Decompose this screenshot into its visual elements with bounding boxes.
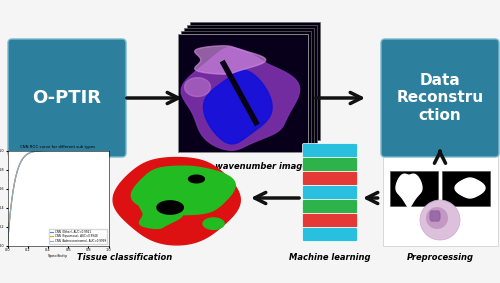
CNN (Other), AUC=0.9921 (44, 149, 50, 152)
Polygon shape (195, 46, 266, 74)
CNN (Adenocarcinoma), AUC=0.9999 (106, 149, 112, 152)
X-axis label: Specificity: Specificity (48, 254, 68, 258)
Polygon shape (188, 175, 204, 183)
Polygon shape (157, 201, 184, 214)
CNN (Adenocarcinoma), AUC=0.9999 (8, 202, 14, 205)
CNN (Other), AUC=0.9921 (8, 202, 14, 205)
Polygon shape (203, 218, 224, 229)
Polygon shape (132, 166, 235, 215)
CNN (Other), AUC=0.9921 (6, 230, 12, 233)
Line: CNN (Squamous), AUC=0.9948: CNN (Squamous), AUC=0.9948 (8, 151, 108, 245)
Text: Data
Reconstru
ction: Data Reconstru ction (396, 73, 484, 123)
FancyBboxPatch shape (302, 171, 358, 185)
CNN (Adenocarcinoma), AUC=0.9999 (4, 244, 10, 247)
CNN (Squamous), AUC=0.9948 (44, 149, 50, 152)
FancyBboxPatch shape (381, 39, 499, 157)
Legend: CNN (Other), AUC=0.9921, CNN (Squamous), AUC=0.9948, CNN (Adenocarcinoma), AUC=0: CNN (Other), AUC=0.9921, CNN (Squamous),… (49, 229, 107, 244)
Bar (442, 170, 490, 205)
CNN (Squamous), AUC=0.9948 (10, 186, 16, 190)
CNN (Squamous), AUC=0.9948 (5, 239, 11, 242)
Text: O-PTIR: O-PTIR (32, 89, 102, 107)
CNN (Squamous), AUC=0.9948 (6, 230, 12, 233)
CNN (Other), AUC=0.9921 (4, 244, 10, 247)
Polygon shape (184, 78, 210, 97)
Line: CNN (Adenocarcinoma), AUC=0.9999: CNN (Adenocarcinoma), AUC=0.9999 (8, 151, 108, 245)
FancyBboxPatch shape (302, 185, 358, 200)
CNN (Squamous), AUC=0.9948 (5, 237, 11, 241)
FancyBboxPatch shape (302, 200, 358, 213)
Line: CNN (Other), AUC=0.9921: CNN (Other), AUC=0.9921 (8, 151, 108, 245)
Bar (382, 151, 498, 245)
Polygon shape (140, 200, 182, 228)
Polygon shape (181, 48, 300, 150)
Polygon shape (430, 211, 440, 221)
CNN (Adenocarcinoma), AUC=0.9999 (6, 230, 12, 233)
Text: Preprocessing: Preprocessing (406, 254, 474, 263)
Polygon shape (396, 174, 422, 207)
CNN (Adenocarcinoma), AUC=0.9999 (10, 186, 16, 190)
FancyBboxPatch shape (302, 213, 358, 228)
Title: CNN ROC curve for different sub types: CNN ROC curve for different sub types (20, 145, 96, 149)
Text: Discrete wavenumber images: Discrete wavenumber images (173, 162, 313, 171)
Text: Data collection: Data collection (32, 163, 102, 172)
FancyBboxPatch shape (302, 143, 358, 158)
Bar (190, 22, 320, 140)
Text: Machine learning: Machine learning (289, 254, 371, 263)
Bar (181, 31, 311, 149)
FancyBboxPatch shape (8, 39, 126, 157)
Polygon shape (204, 70, 272, 144)
CNN (Squamous), AUC=0.9948 (8, 202, 14, 205)
Bar (390, 170, 438, 205)
Polygon shape (113, 158, 240, 245)
CNN (Other), AUC=0.9921 (106, 149, 112, 152)
FancyBboxPatch shape (302, 228, 358, 241)
Bar (187, 25, 317, 143)
CNN (Squamous), AUC=0.9948 (4, 244, 10, 247)
CNN (Other), AUC=0.9921 (5, 237, 11, 241)
CNN (Adenocarcinoma), AUC=0.9999 (5, 239, 11, 242)
Circle shape (420, 200, 460, 240)
Bar (184, 28, 314, 146)
Polygon shape (455, 178, 485, 198)
CNN (Adenocarcinoma), AUC=0.9999 (5, 237, 11, 241)
CNN (Adenocarcinoma), AUC=0.9999 (44, 149, 50, 152)
Text: Tissue classification: Tissue classification (78, 254, 172, 263)
Bar (178, 34, 308, 152)
CNN (Other), AUC=0.9921 (5, 239, 11, 242)
CNN (Other), AUC=0.9921 (10, 186, 16, 190)
Circle shape (426, 207, 448, 229)
FancyBboxPatch shape (302, 158, 358, 171)
CNN (Squamous), AUC=0.9948 (106, 149, 112, 152)
